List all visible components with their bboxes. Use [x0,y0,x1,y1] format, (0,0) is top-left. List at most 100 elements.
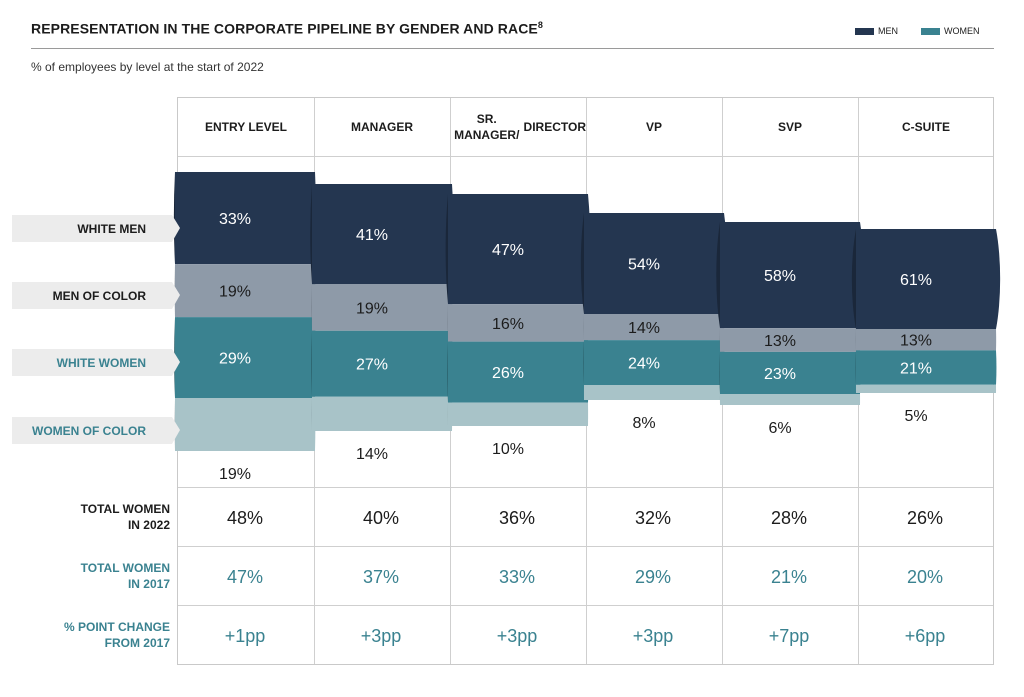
bar-segment [856,329,997,351]
legend-men: MEN [855,26,898,36]
cylinder-cap [310,184,312,285]
column-header: MANAGER [314,98,450,156]
row-value: +3pp [360,626,402,646]
legend-women: WOMEN [921,26,980,36]
bar-segment [448,402,589,426]
series-label: WOMEN OF COLOR [32,424,146,438]
bar-segment [175,172,317,265]
cylinder-4: 58% 13% 23% 6% [716,222,864,437]
bar-segment [312,330,453,397]
bar-segment [584,340,725,386]
row-label-change: % POINT CHANGE FROM 2017 [0,619,170,651]
cylinder-cap [445,194,448,305]
cylinder-5: 61% 13% 21% 5% [851,229,1001,425]
chart-subtitle: % of employees by level at the start of … [31,60,264,74]
data-label: 19% [219,466,251,483]
data-label: 58% [764,268,796,285]
series-label-bg [12,215,180,242]
column-header: ENTRY LEVEL [178,98,314,156]
cylinder-0: 33% 19% 29% 19% [173,172,317,483]
row-value: +3pp [496,626,538,646]
data-label: 47% [492,242,524,259]
cylinder-cap [583,340,584,386]
data-label: 24% [628,356,660,373]
bar-segment [720,351,861,395]
column-header-line1: SVP [777,120,802,134]
series-label-tab: WHITE WOMEN [12,349,180,376]
row-value: 36% [498,508,536,528]
row-value: +1pp [224,626,266,646]
row-value: 37% [362,567,400,587]
bar-segment [584,213,728,314]
legend-women-swatch [921,27,940,35]
pipeline-grid: ENTRY LEVEL MANAGER SR. MANAGER/DIRECTOR VP… [177,97,994,665]
bar-segment [720,394,861,405]
column-header: C-SUITE [858,98,994,156]
bar-segment [856,384,997,393]
row-value: 29% [634,567,672,587]
legend-men-swatch [855,27,874,35]
column-header-line2: DIRECTOR [523,120,586,134]
series-label-bg [12,282,180,309]
data-label: 27% [356,357,388,374]
data-label: 8% [632,415,655,432]
data-label: 13% [900,333,932,350]
cylinder-cap [716,222,720,329]
series-label-bg [12,417,180,444]
row-value: 33% [498,567,536,587]
row-label-line2: IN 2022 [127,518,170,532]
cylinder-2: 47% 16% 26% 10% [445,194,591,458]
bar-segment [175,264,316,318]
data-label: 16% [492,316,524,333]
row-value: 32% [634,508,672,528]
bar-segment [312,284,453,331]
chart-title: REPRESENTATION IN THE CORPORATE PIPELINE… [31,20,543,37]
series-label: WHITE WOMEN [57,356,146,370]
data-label: 54% [628,256,660,273]
bar-segment [720,328,861,352]
bar-segment [448,304,589,342]
column-header-line1: C-SUITE [902,120,950,134]
column-header: SVP [722,98,858,156]
legend-women-label: WOMEN [944,26,980,36]
bar-segment [856,229,1001,330]
bar-segment [312,396,453,431]
cylinder-cap [851,229,856,330]
column-header-line1: ENTRY LEVEL [204,120,287,134]
bar-segment [584,385,725,400]
row-value: 20% [906,567,944,587]
data-label: 41% [356,227,388,244]
row-value: 28% [770,508,808,528]
series-label-tab: WOMEN OF COLOR [12,417,180,444]
row-divider [178,546,993,547]
data-label: 13% [764,333,796,350]
cylinder-cap [719,351,720,395]
row-label-line2: IN 2017 [127,577,170,591]
data-label: 19% [219,284,251,301]
data-label: 10% [492,441,524,458]
data-label: 26% [492,365,524,382]
cylinder-3: 54% 14% 24% 8% [580,213,728,432]
series-label: WHITE MEN [77,222,146,236]
data-label: 14% [628,320,660,337]
row-divider [178,487,993,488]
row-label-line2: FROM 2017 [104,636,170,650]
row-divider [178,156,993,157]
cylinder-1: 41% 19% 27% 14% [310,184,454,463]
series-label-tab: MEN OF COLOR [12,282,180,309]
title-rule [31,48,994,49]
row-value: 26% [906,508,944,528]
column-header-line1: VP [645,120,662,134]
row-label-women_2017: TOTAL WOMEN IN 2017 [0,560,170,592]
row-label-line1: % POINT CHANGE [63,620,170,634]
column-header-line1: SR. MANAGER/ [454,112,520,142]
column-header-line1: MANAGER [351,120,413,134]
bar-segment [448,341,589,403]
column-header: SR. MANAGER/DIRECTOR [450,98,586,156]
row-label-line1: TOTAL WOMEN [80,561,170,575]
bar-segment [175,397,316,451]
data-label: 33% [219,211,251,228]
series-label-tab: WHITE MEN [12,215,180,242]
bar-segment [856,350,997,385]
bar-segment [584,313,725,341]
